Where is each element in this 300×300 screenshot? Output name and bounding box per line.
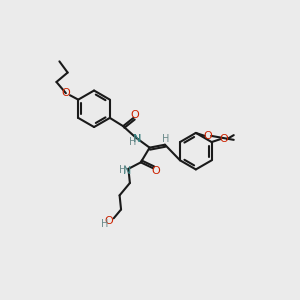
Text: O: O xyxy=(220,134,228,144)
Text: N: N xyxy=(133,134,141,144)
Text: O: O xyxy=(204,131,213,141)
Text: N: N xyxy=(122,166,131,176)
Text: H: H xyxy=(162,134,170,144)
Text: H: H xyxy=(101,219,109,229)
Text: N: N xyxy=(133,134,141,144)
Text: H: H xyxy=(129,137,136,147)
Text: O: O xyxy=(61,88,70,98)
Text: O: O xyxy=(104,216,113,226)
Text: O: O xyxy=(131,110,140,120)
Text: H: H xyxy=(119,165,127,175)
Text: O: O xyxy=(151,166,160,176)
